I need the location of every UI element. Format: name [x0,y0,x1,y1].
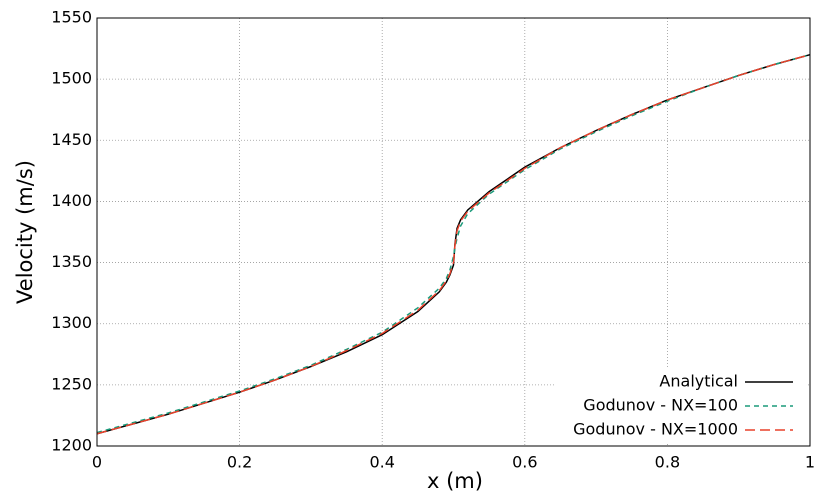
y-tick-label: 1450 [51,130,92,149]
y-tick-label: 1250 [51,374,92,393]
y-tick-label: 1550 [51,8,92,27]
x-tick-label: 0.6 [512,453,537,472]
x-tick-label: 0 [92,453,102,472]
y-axis-label: Velocity (m/s) [13,160,37,304]
x-tick-label: 0.2 [227,453,252,472]
y-tick-label: 1200 [51,436,92,455]
series-line [96,53,811,434]
y-tick-label: 1350 [51,252,92,271]
series-line [96,53,811,435]
y-tick-label: 1400 [51,191,92,210]
legend-label: Godunov - NX=100 [583,396,738,415]
legend-label: Godunov - NX=1000 [573,420,738,439]
legend-label: Analytical [659,372,738,391]
plot-frame [96,17,811,447]
y-tick-label: 1300 [51,313,92,332]
x-tick-label: 1 [805,453,815,472]
y-tick-label: 1500 [51,69,92,88]
x-tick-label: 0.8 [655,453,680,472]
x-axis-label: x (m) [427,469,483,493]
x-tick-label: 0.4 [369,453,394,472]
